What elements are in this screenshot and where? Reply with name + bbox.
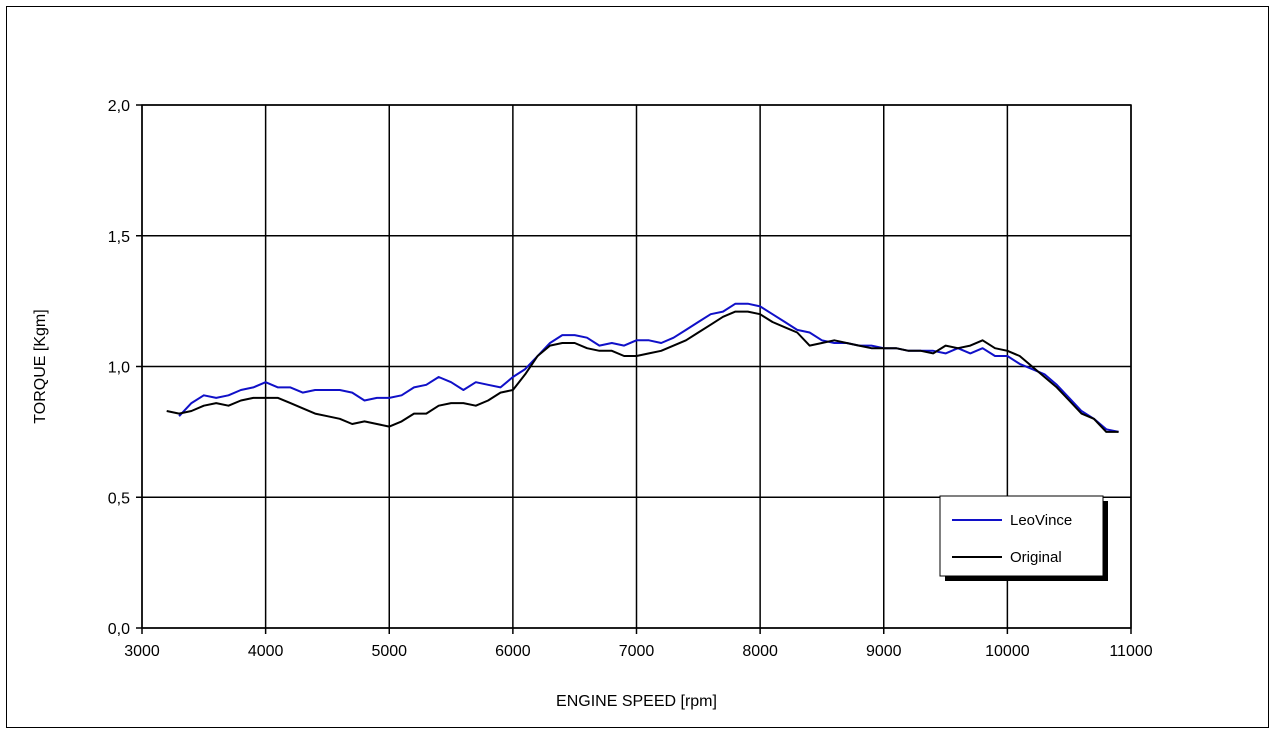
series-lines	[167, 304, 1119, 432]
legend-label-leovince: LeoVince	[1010, 512, 1072, 529]
x-tick-label: 11000	[1109, 643, 1152, 660]
y-tick-label: 2,0	[108, 98, 130, 115]
x-tick-label: 5000	[371, 643, 407, 660]
y-axis-title: TORQUE [Kgm]	[32, 309, 49, 423]
legend: LeoVince Original	[940, 496, 1108, 581]
x-tick-label: 10000	[985, 643, 1030, 660]
legend-label-original: Original	[1010, 549, 1062, 566]
y-tick-label: 1,5	[108, 229, 130, 246]
x-tick-label: 9000	[866, 643, 902, 660]
x-axis-title: ENGINE SPEED [rpm]	[556, 693, 717, 710]
x-tick-label: 7000	[619, 643, 655, 660]
x-tick-label: 6000	[495, 643, 531, 660]
series-line-original	[167, 312, 1119, 432]
x-tick-label: 4000	[248, 643, 284, 660]
x-tick-label: 8000	[742, 643, 778, 660]
x-tick-label: 3000	[124, 643, 160, 660]
series-line-leovince	[179, 304, 1119, 432]
y-tick-label: 1,0	[108, 360, 130, 377]
y-tick-label: 0,5	[108, 490, 130, 507]
y-tick-label: 0,0	[108, 621, 130, 638]
